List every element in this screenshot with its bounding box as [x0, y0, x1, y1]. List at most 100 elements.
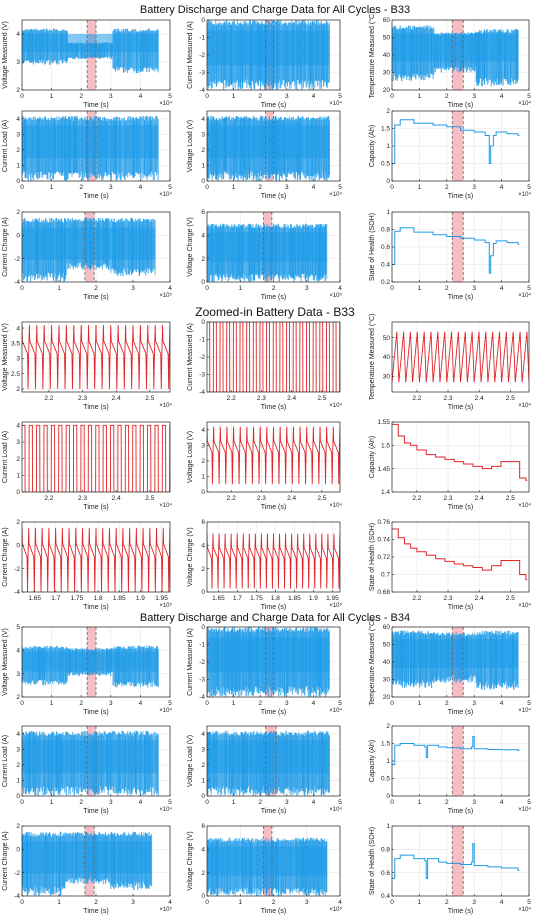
x-tick-label: 3	[285, 700, 289, 707]
panel-z33-tm: 2.2 2.3 2.4 2.5 30 40 50 Time (s) ×10⁴ Temperatur…	[368, 314, 531, 411]
x-axis-label: Time (s)	[261, 294, 286, 301]
x-tick-label: 4	[338, 899, 342, 906]
x-tick-label: 5	[168, 93, 172, 100]
series-b34-vm	[22, 645, 159, 688]
y-axis-label: Voltage Load (V)	[187, 431, 194, 483]
panel-z33-cm: 2.2 2.3 2.4 2.5 -4 -3 -2 -1 0 Time (s) ×10⁴ Current…	[187, 319, 342, 411]
y-tick-label: 1.5	[381, 741, 390, 748]
x-axis-label: Time (s)	[261, 193, 286, 200]
highlight-band	[452, 212, 464, 282]
highlight-band	[452, 111, 464, 181]
y-axis-label: Voltage Load (V)	[187, 735, 194, 787]
series-core	[207, 846, 327, 876]
x-tick-label: 2.5	[506, 595, 515, 602]
y-tick-label: 2	[386, 108, 390, 115]
series-b33-tm	[392, 25, 519, 87]
x-tick-label: 4	[500, 285, 504, 292]
y-tick-label: 2	[386, 723, 390, 730]
x-axis-exponent: ×10⁴	[329, 707, 342, 714]
x-tick-label: 2.5	[317, 395, 326, 402]
y-tick-label: 3	[201, 747, 205, 754]
series-line	[392, 736, 520, 765]
y-tick-label: 2	[16, 762, 20, 769]
series-line	[392, 843, 520, 879]
x-tick-label: 2.4	[112, 395, 121, 402]
x-tick-label: 5	[338, 799, 342, 806]
panel-z33-cl: 2.2 2.3 2.4 2.5 0 1 2 3 4 Time (s) ×10⁴ Current Loa…	[2, 421, 172, 511]
y-tick-label: 4	[16, 423, 20, 430]
x-axis-exponent: ×10⁵	[329, 906, 342, 913]
y-tick-label: 4	[201, 116, 205, 123]
series-b33-cm	[207, 20, 330, 90]
x-tick-label: 0	[205, 899, 209, 906]
y-tick-label: 0.7	[381, 572, 390, 579]
x-tick-label: 5	[168, 799, 172, 806]
x-tick-label: 1	[232, 799, 236, 806]
panel-b34-tm: 0 1 2 3 4 5 20 30 40 50 60 Time (s) ×10⁴ Temperature …	[368, 619, 531, 716]
y-tick-label: -4	[14, 589, 20, 596]
y-tick-label: 30	[383, 677, 391, 684]
panel-b33-cap: 0 1 2 3 4 5 0 0.5 1 1.5 2 Time (s) ×10⁴ Capacity (Ah)	[369, 108, 531, 200]
y-tick-label: 0	[386, 178, 390, 185]
x-axis-label: Time (s)	[261, 404, 286, 411]
x-tick-label: 2.2	[227, 495, 236, 502]
x-tick-label: 4	[168, 899, 172, 906]
y-tick-label: 4	[201, 543, 205, 550]
y-tick-label: 1.5	[381, 126, 390, 133]
y-tick-label: -2	[14, 870, 20, 877]
x-axis-label: Time (s)	[448, 102, 473, 109]
x-tick-label: 0	[390, 93, 394, 100]
y-axis-label: Current Charge (A)	[2, 217, 9, 277]
panel-z33-soh: 2.2 2.3 2.4 2.5 0.68 0.7 0.72 0.74 0.76 Time (s) ×…	[369, 519, 531, 611]
y-tick-label: 2	[201, 870, 205, 877]
section-title-b33: Battery Discharge and Charge Data for Al…	[139, 4, 411, 16]
y-tick-label: 30	[383, 374, 391, 381]
x-tick-label: 0	[390, 799, 394, 806]
y-tick-label: 60	[383, 624, 391, 631]
y-tick-label: 4	[201, 427, 205, 434]
x-tick-label: 0	[390, 899, 394, 906]
x-tick-label: 5	[527, 285, 531, 292]
x-tick-label: 2	[445, 184, 449, 191]
series-core	[22, 841, 152, 874]
plot-area	[392, 422, 529, 492]
x-tick-label: 1	[50, 700, 54, 707]
series-line	[392, 331, 529, 383]
x-axis-exponent: ×10⁴	[329, 100, 342, 107]
highlight-band	[452, 826, 464, 896]
x-axis-label: Time (s)	[261, 102, 286, 109]
x-axis-label: Time (s)	[448, 504, 473, 511]
y-axis-label: State of Health (SOH)	[369, 213, 376, 281]
x-tick-label: 1.7	[51, 595, 60, 602]
x-tick-label: 2	[445, 799, 449, 806]
panel-z33-cap: 2.2 2.3 2.4 2.5 1.4 1.45 1.5 1.55 Time (s) ×10⁴ Ca…	[369, 419, 531, 511]
series-b34-cap	[392, 736, 520, 765]
x-tick-label: 2.2	[412, 495, 421, 502]
series-line	[22, 424, 170, 492]
y-tick-label: 2	[16, 87, 20, 94]
y-tick-label: 1.55	[377, 419, 390, 426]
series-z33-vl	[207, 426, 340, 485]
y-axis-label: Current Measured (A)	[187, 628, 194, 696]
series-line	[392, 528, 528, 581]
y-tick-label: -1	[199, 35, 205, 42]
y-tick-label: 30	[383, 70, 391, 77]
x-tick-label: 1	[57, 285, 61, 292]
x-tick-label: 2.4	[475, 395, 484, 402]
x-tick-label: 2.5	[506, 395, 515, 402]
x-tick-label: 2	[445, 700, 449, 707]
panel-b34-cap: 0 1 2 3 4 5 0 0.5 1 1.5 2 Time (s) ×10⁴ Capacity (Ah)	[369, 723, 531, 815]
y-tick-label: 3.5	[11, 341, 20, 348]
x-tick-label: 1.85	[288, 595, 301, 602]
panel-b33-cl: 0 1 2 3 4 5 0 1 2 3 4 Time (s) ×10⁴ Current Load (A)	[2, 110, 172, 200]
y-tick-label: 0.5	[381, 161, 390, 168]
y-tick-label: -3	[199, 372, 205, 379]
y-tick-label: 4	[201, 731, 205, 738]
x-tick-label: 0	[205, 184, 209, 191]
panel-b33-vm: 0 1 2 3 4 5 2 3 4 Time (s) ×10⁴ Voltage Measured (V…	[2, 19, 172, 109]
y-tick-label: 50	[383, 642, 391, 649]
x-tick-label: 0	[20, 93, 24, 100]
x-tick-label: 3	[305, 899, 309, 906]
y-tick-label: 4	[16, 116, 20, 123]
